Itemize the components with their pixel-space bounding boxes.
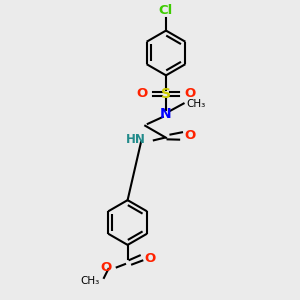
Text: HN: HN: [126, 134, 146, 146]
Text: CH₃: CH₃: [187, 98, 206, 109]
Text: O: O: [185, 129, 196, 142]
Text: O: O: [136, 87, 148, 101]
Text: N: N: [160, 107, 172, 121]
Text: Cl: Cl: [159, 4, 173, 17]
Text: S: S: [161, 87, 171, 101]
Text: O: O: [145, 251, 156, 265]
Text: CH₃: CH₃: [80, 276, 99, 286]
Text: O: O: [184, 87, 196, 101]
Text: O: O: [100, 261, 111, 274]
